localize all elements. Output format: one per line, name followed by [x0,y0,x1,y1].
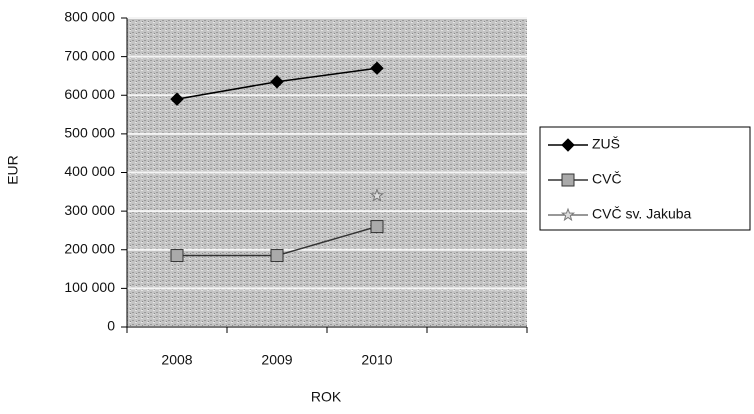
y-axis-label: EUR [5,155,21,185]
marker [561,138,575,152]
marker [270,249,284,263]
marker [560,207,576,222]
legend [539,126,751,231]
legend-label: CVČ sv. Jakuba [592,206,692,222]
y-tick-label: 200 000 [64,240,115,256]
y-tick-label: 400 000 [64,163,115,179]
y-tick-label: 800 000 [64,9,115,25]
marker [370,220,384,234]
marker [170,92,184,106]
y-tick-label: 600 000 [64,86,115,102]
y-tick-label: 500 000 [64,125,115,141]
marker [170,249,184,263]
legend-label: CVČ [592,171,622,187]
y-tick-label: 700 000 [64,47,115,63]
y-tick-label: 300 000 [64,202,115,218]
y-tick-label: 100 000 [64,279,115,295]
x-tick-label: 2010 [361,352,392,368]
marker [370,61,384,75]
x-axis-label: ROK [311,389,342,405]
marker [369,188,385,202]
marker [561,173,575,187]
x-tick-label: 2009 [261,352,292,368]
x-tick-label: 2008 [161,352,192,368]
legend-label: ZUŠ [592,136,620,152]
y-tick-label: 0 [107,318,115,334]
marker [270,75,284,89]
